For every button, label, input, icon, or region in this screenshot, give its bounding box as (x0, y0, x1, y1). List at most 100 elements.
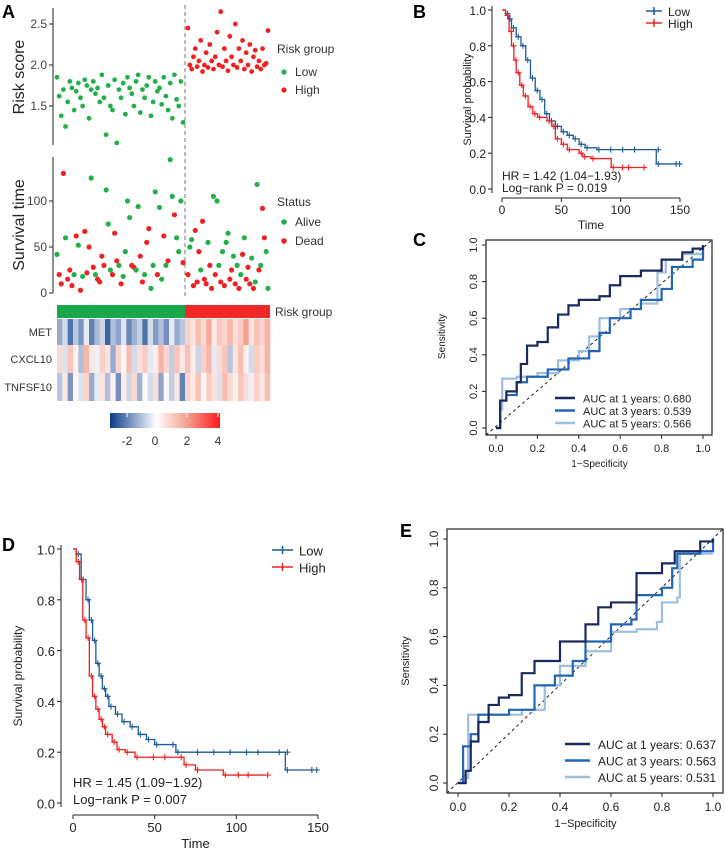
survival-point (135, 203, 141, 210)
risk-point-high (234, 65, 240, 70)
survival-point (171, 212, 178, 218)
risk-point-low (88, 87, 94, 92)
risk-score-axis-title: Risk score (11, 40, 28, 115)
risk-point-low (65, 99, 71, 105)
survival-point (263, 249, 269, 255)
survival-point (159, 276, 165, 282)
risk-point-low (84, 83, 90, 88)
survival-point (265, 285, 271, 291)
x-tick-label: 0.8 (654, 800, 671, 814)
heatmap-cell (232, 319, 239, 345)
survival-point (209, 285, 215, 291)
survival-point (187, 244, 193, 250)
risk-point-low (169, 115, 175, 121)
y-tick-label: 0.8 (469, 40, 486, 54)
heatmap-cell (206, 319, 212, 345)
risk-point-low (110, 107, 115, 113)
heatmap-cell (211, 319, 218, 345)
risk-point-low (122, 111, 128, 117)
survival-point (219, 249, 226, 255)
survival-point (92, 272, 99, 278)
x-tick-label: 0.0 (488, 443, 503, 455)
heatmap-cell (105, 373, 111, 401)
survival-point (241, 235, 247, 241)
survival-point (178, 198, 184, 204)
risk-score-tick-label: 2.0 (30, 58, 47, 72)
heatmap-cell (153, 373, 159, 401)
heatmap-cell (174, 373, 180, 401)
heatmap-cell (105, 319, 111, 345)
heatmap-cell (185, 319, 191, 345)
heatmap-row-label: MET (29, 327, 53, 339)
risk-legend-title: Risk group (277, 42, 335, 56)
risk-point-low (165, 107, 171, 113)
heatmap-cell (216, 373, 223, 401)
x-axis-title: Time (181, 836, 209, 851)
survival-point (82, 228, 88, 234)
survival-point (223, 239, 229, 245)
risk-point-low (93, 91, 98, 97)
heatmap-cell (94, 373, 100, 401)
censor-mark (284, 766, 291, 773)
y-tick-label: 0.2 (427, 726, 441, 743)
censor-mark (560, 141, 567, 148)
heatmap-cell (174, 345, 180, 373)
risk-point-high (189, 66, 195, 72)
y-axis-title: Sensitivity (400, 636, 412, 686)
risk-point-high (231, 62, 236, 68)
y-axis-title: Survival probability (11, 626, 25, 727)
legend-label: Low (299, 544, 323, 559)
heatmap-cell (83, 319, 90, 345)
km-curve-high (73, 548, 266, 776)
heatmap-cell (147, 345, 154, 373)
x-tick-label: 0.8 (654, 443, 669, 455)
risk-point-high (194, 64, 200, 70)
survival-point (254, 181, 260, 188)
censor-mark (81, 617, 88, 624)
risk-legend-label: High (295, 83, 320, 97)
survival-point (80, 273, 86, 280)
heatmap-cell (211, 345, 218, 373)
y-tick-label: 0.0 (37, 797, 55, 812)
censor-mark (170, 741, 176, 748)
risk-point-high (185, 25, 191, 31)
x-axis-title: 1−Specificity (554, 818, 617, 830)
heatmap-cell (259, 373, 265, 401)
survival-point (238, 272, 244, 278)
risk-point-high (196, 58, 202, 64)
survival-point (77, 287, 84, 293)
survival-point (252, 279, 258, 285)
risk-point-low (67, 79, 73, 84)
x-tick-label: 150 (307, 820, 329, 835)
risk-point-low (75, 80, 81, 86)
survival-point (236, 285, 242, 291)
heatmap-cell (94, 319, 100, 345)
roc-curve-1-years (496, 245, 705, 430)
risk-point-low (172, 72, 177, 78)
censor-mark (78, 576, 85, 583)
survival-point (225, 230, 231, 236)
y-tick-label: 0.2 (37, 746, 55, 761)
risk-point-high (227, 33, 233, 39)
status-legend-label: Alive (295, 215, 321, 229)
risk-point-high (258, 66, 264, 72)
risk-point-low (167, 80, 173, 86)
censor-mark (91, 637, 98, 644)
censor-mark (510, 42, 517, 49)
panel-label-b: B (413, 2, 426, 22)
survival-point (247, 281, 253, 287)
censor-mark (264, 772, 271, 779)
heatmap-cell (211, 373, 218, 401)
heatmap-cell (67, 345, 74, 373)
heatmap-cell (153, 319, 159, 345)
heatmap-cell (222, 319, 228, 345)
y-tick-label: 0.4 (427, 677, 441, 694)
censor-mark (529, 75, 536, 82)
risk-score-tick-label: 2.5 (30, 17, 47, 31)
censor-mark (536, 114, 543, 121)
survival-point (58, 281, 64, 287)
survival-point (185, 272, 191, 278)
heatmap-cell (254, 345, 260, 373)
risk-point-low (61, 87, 66, 92)
risk-point-high (216, 62, 222, 68)
